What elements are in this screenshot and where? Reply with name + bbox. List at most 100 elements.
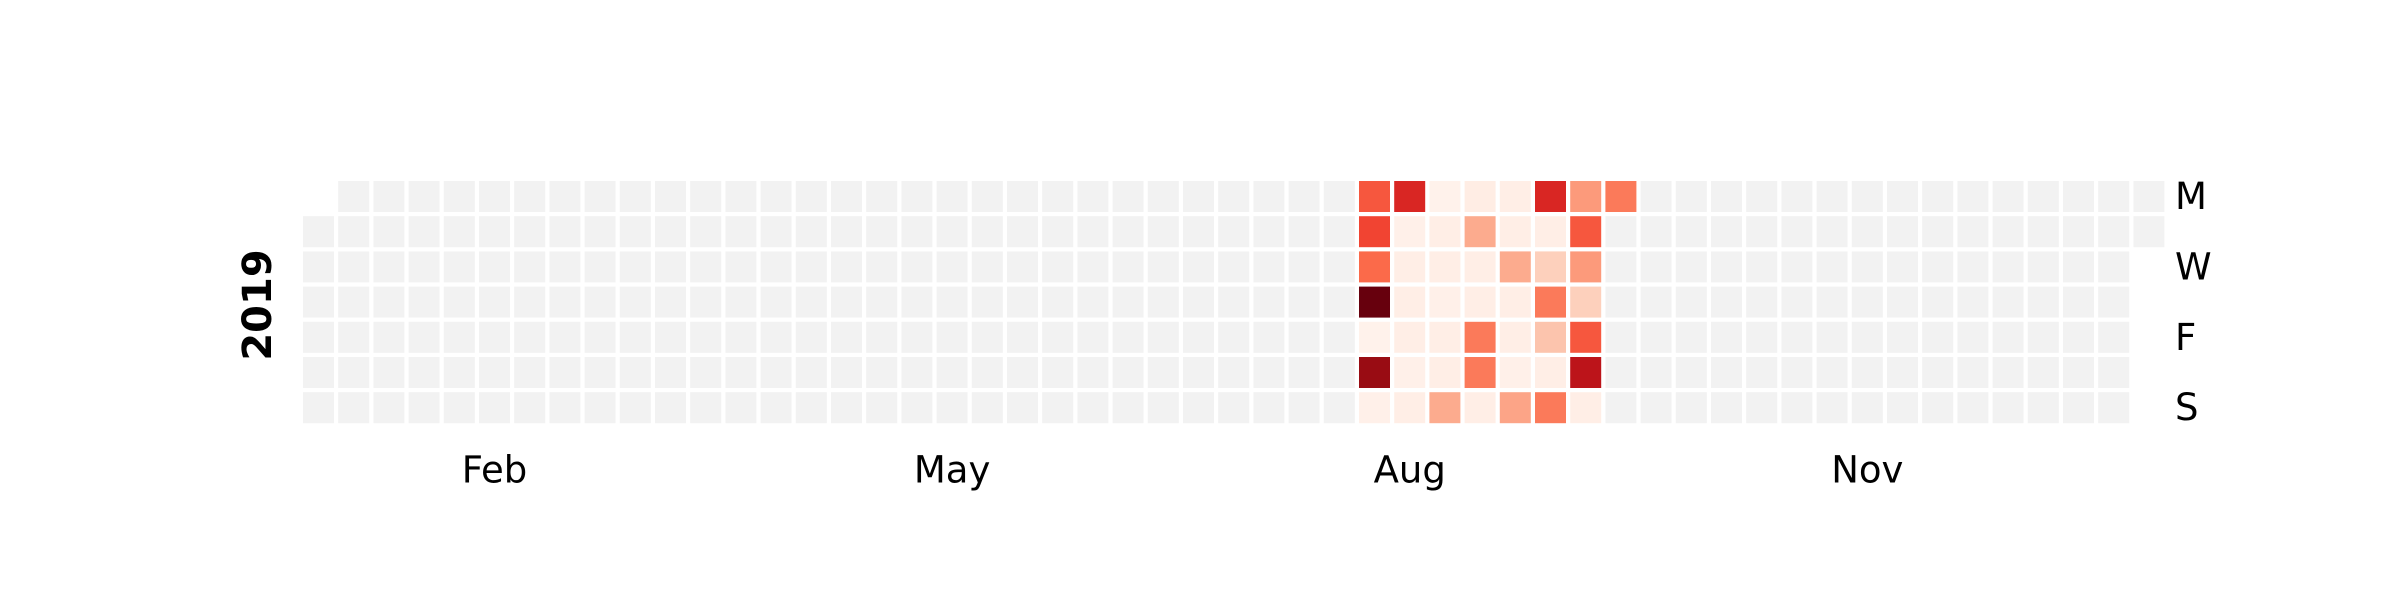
day-cell xyxy=(1218,181,1250,212)
day-cell xyxy=(1675,181,1707,212)
day-cell xyxy=(1394,251,1426,283)
day-cell xyxy=(1042,392,1074,424)
day-cell xyxy=(1288,251,1320,283)
day-cell xyxy=(1499,216,1531,248)
day-cell xyxy=(971,181,1003,212)
day-cell xyxy=(2027,357,2059,388)
day-cell xyxy=(2098,216,2130,248)
day-cell xyxy=(1147,392,1179,424)
day-cell xyxy=(831,216,862,248)
day-cell xyxy=(303,392,334,424)
day-cell xyxy=(1288,181,1320,212)
day-cell xyxy=(901,286,933,318)
day-cell xyxy=(725,357,757,388)
day-cell xyxy=(760,357,792,388)
day-cell xyxy=(514,251,546,283)
day-label: M xyxy=(2175,175,2207,218)
day-cell xyxy=(619,357,651,388)
day-cell xyxy=(1746,181,1778,212)
day-cell xyxy=(1605,392,1637,424)
day-cell xyxy=(1711,357,1742,388)
day-cell xyxy=(2098,286,2130,318)
day-cell xyxy=(1394,216,1426,248)
day-cell xyxy=(2098,392,2130,424)
day-cell xyxy=(1147,216,1179,248)
day-cell xyxy=(1147,286,1179,318)
day-cell xyxy=(1922,392,1954,424)
day-cell xyxy=(1429,321,1461,353)
day-cell xyxy=(514,216,546,248)
day-cell xyxy=(866,392,898,424)
day-cell xyxy=(760,216,792,248)
day-cell xyxy=(1851,392,1883,424)
day-cell xyxy=(725,216,757,248)
day-cell xyxy=(1922,286,1954,318)
day-cell xyxy=(936,286,968,318)
day-cell xyxy=(1112,181,1144,212)
day-cell xyxy=(1077,357,1109,388)
day-cell xyxy=(971,357,1003,388)
day-cell xyxy=(760,392,792,424)
day-cell xyxy=(866,357,898,388)
day-cell xyxy=(1570,216,1602,248)
day-cell xyxy=(936,251,968,283)
day-cell xyxy=(549,181,581,212)
day-cell xyxy=(1640,357,1672,388)
day-cell xyxy=(619,286,651,318)
day-cell xyxy=(1535,216,1566,248)
day-cell xyxy=(1429,357,1461,388)
day-cell xyxy=(1816,357,1848,388)
day-cell xyxy=(1042,357,1074,388)
day-cell xyxy=(1394,181,1426,212)
day-cell xyxy=(1288,392,1320,424)
day-cell xyxy=(479,251,510,283)
day-cell xyxy=(1887,357,1918,388)
day-cell xyxy=(1218,392,1250,424)
day-cell xyxy=(1077,392,1109,424)
day-cell xyxy=(1499,357,1531,388)
day-cell xyxy=(1957,286,1989,318)
day-cell xyxy=(1816,216,1848,248)
day-cell xyxy=(584,216,616,248)
day-cell xyxy=(760,286,792,318)
day-cell xyxy=(795,392,827,424)
day-cell xyxy=(1394,392,1426,424)
day-cell xyxy=(1323,181,1355,212)
day-cell xyxy=(1640,181,1672,212)
day-cell xyxy=(1605,357,1637,388)
day-cell xyxy=(1781,321,1813,353)
day-cell xyxy=(619,251,651,283)
day-cell xyxy=(831,392,862,424)
day-cell xyxy=(514,392,546,424)
day-cell xyxy=(1746,357,1778,388)
day-cell xyxy=(479,286,510,318)
day-cell xyxy=(1711,321,1742,353)
day-cell xyxy=(1077,216,1109,248)
day-cell xyxy=(1605,251,1637,283)
day-cell xyxy=(1007,251,1038,283)
day-cell xyxy=(479,392,510,424)
day-cell xyxy=(1112,286,1144,318)
day-cell xyxy=(549,216,581,248)
day-cell xyxy=(1746,216,1778,248)
day-cell xyxy=(514,321,546,353)
day-cell xyxy=(584,286,616,318)
day-cell xyxy=(760,181,792,212)
day-cell xyxy=(1675,251,1707,283)
day-cell xyxy=(936,216,968,248)
day-cell xyxy=(1464,181,1496,212)
day-cell xyxy=(619,321,651,353)
day-cell xyxy=(760,251,792,283)
day-cell xyxy=(725,321,757,353)
day-cell xyxy=(1746,392,1778,424)
day-cell xyxy=(479,357,510,388)
day-cell xyxy=(619,181,651,212)
day-cell xyxy=(1570,321,1602,353)
day-cell xyxy=(690,321,722,353)
day-cell xyxy=(1957,251,1989,283)
day-cell xyxy=(1042,216,1074,248)
day-cell xyxy=(1992,321,2024,353)
day-cell xyxy=(443,251,475,283)
day-cell xyxy=(1077,181,1109,212)
